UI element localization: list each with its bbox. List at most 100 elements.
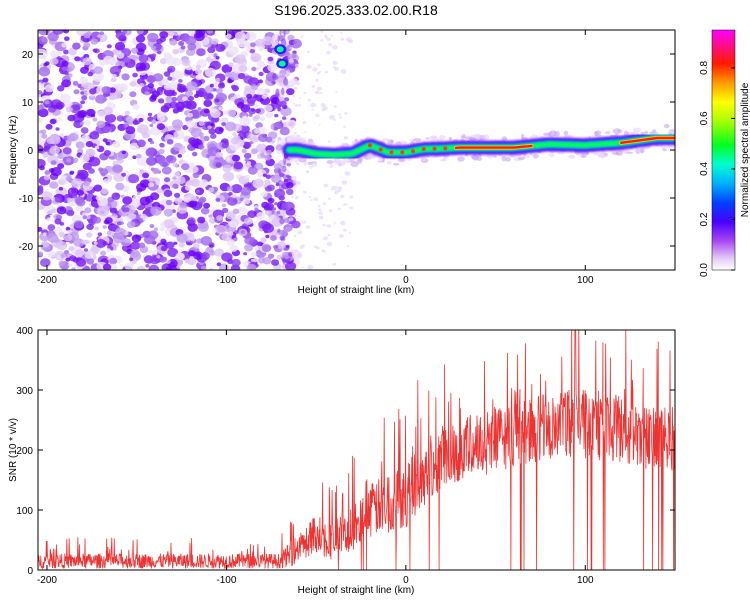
noise-blob (111, 192, 121, 200)
noise-blob (119, 221, 124, 225)
halo-blob (311, 162, 318, 168)
noise-blob (69, 170, 75, 175)
faint-blob (322, 202, 326, 206)
noise-blob (159, 226, 165, 231)
noise-blob (251, 66, 257, 72)
noise-blob (260, 237, 267, 243)
noise-blob (251, 108, 255, 112)
noise-blob (203, 93, 212, 100)
noise-blob (243, 75, 254, 84)
noise-blob (267, 56, 274, 62)
noise-blob (197, 216, 206, 224)
noise-blob (136, 30, 144, 35)
snr-x-ticks: -200 -100 0 100 (37, 330, 594, 586)
noise-blob (77, 110, 87, 118)
faint-blob (342, 228, 347, 232)
noise-blob (58, 260, 65, 266)
noise-blob (114, 152, 124, 161)
halo-blob (531, 134, 538, 140)
faint-blob (324, 34, 327, 37)
noise-blob (254, 128, 261, 134)
noise-blob (124, 110, 130, 116)
edge-blob (279, 30, 282, 36)
faint-blob (296, 253, 303, 258)
noise-blob (105, 141, 111, 146)
noise-blob (200, 207, 210, 215)
noise-blob (258, 79, 263, 84)
noise-blob (99, 31, 105, 35)
noise-blob (193, 251, 204, 260)
faint-blob (332, 262, 337, 266)
noise-blob (38, 186, 44, 192)
noise-blob (250, 136, 259, 143)
noise-blob (51, 208, 57, 213)
noise-blob (226, 186, 234, 192)
halo-blob (393, 162, 400, 166)
noise-blob (79, 153, 90, 163)
noise-blob (215, 197, 221, 202)
noise-blob (52, 30, 64, 35)
noise-blob (47, 251, 57, 259)
noise-blob (90, 38, 99, 45)
x-tick-label: -100 (216, 575, 236, 586)
noise-blob (115, 227, 126, 237)
noise-blob (61, 79, 72, 88)
noise-blob (148, 264, 160, 270)
noise-blob (73, 104, 81, 111)
noise-blob (184, 254, 189, 258)
halo-blob (386, 160, 392, 165)
edge-blob (272, 244, 279, 249)
faint-blob (330, 34, 333, 37)
noise-blob (203, 108, 210, 114)
noise-blob (286, 188, 294, 195)
noise-blob (103, 178, 111, 185)
noise-blob (174, 192, 181, 198)
noise-blob (176, 265, 181, 269)
faint-blob (293, 179, 298, 184)
noise-blob (95, 239, 107, 248)
noise-blob (254, 114, 261, 120)
faint-blob (312, 67, 318, 72)
noise-blob (179, 202, 187, 209)
noise-blob (50, 57, 59, 65)
noise-blob (98, 167, 104, 172)
noise-blob (41, 133, 48, 139)
edge-blob (281, 165, 287, 173)
faint-blob (295, 81, 301, 85)
noise-blob (63, 49, 69, 55)
noise-blob (163, 102, 172, 110)
noise-blob (166, 139, 174, 145)
noise-blob (163, 219, 175, 229)
faint-blob (288, 59, 295, 64)
noise-blob (165, 266, 173, 270)
noise-blob (253, 258, 259, 263)
noise-blob (231, 194, 237, 199)
noise-blob (97, 232, 103, 236)
halo-blob (551, 131, 555, 136)
noise-blob (111, 213, 117, 217)
noise-blob (264, 209, 272, 216)
faint-blob (315, 113, 320, 118)
noise-blob (216, 88, 223, 94)
halo-blob (425, 137, 430, 140)
halo-blob (486, 153, 495, 159)
noise-blob (241, 115, 248, 121)
halo-blob (354, 138, 359, 142)
faint-blob (291, 175, 297, 181)
spectrogram-x-axis-label: Height of straight line (km) (298, 285, 415, 296)
noise-blob (237, 206, 248, 216)
noise-blob (172, 183, 179, 189)
faint-blob (303, 91, 307, 95)
noise-blob (131, 234, 142, 243)
edge-blob (279, 218, 285, 225)
y-tick-label: 300 (16, 386, 33, 397)
faint-blob (333, 66, 336, 69)
noise-blob (123, 56, 131, 63)
halo-blob (440, 158, 447, 162)
faint-blob (302, 190, 307, 194)
noise-blob (258, 257, 266, 264)
noise-blob (255, 108, 261, 114)
noise-blob (165, 199, 173, 206)
faint-blob (321, 108, 326, 112)
noise-blob (135, 34, 146, 43)
